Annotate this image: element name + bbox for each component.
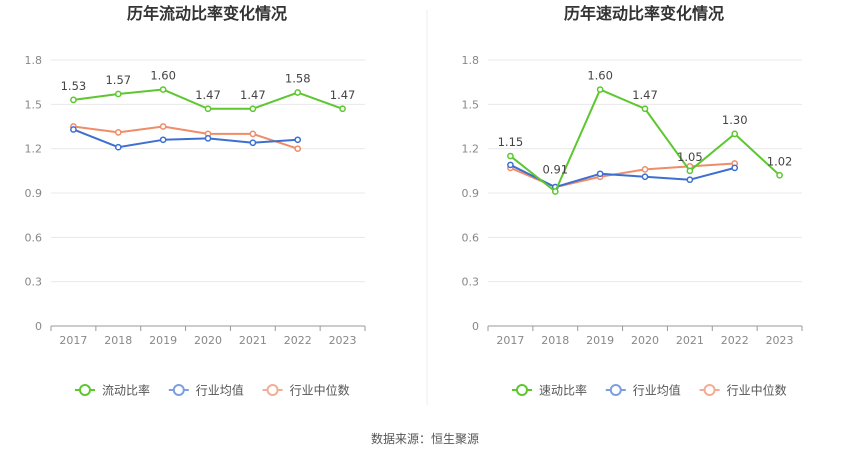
data-point-industry-avg[interactable] bbox=[249, 139, 257, 147]
legend-item-industry-avg[interactable]: 行业均值 bbox=[605, 383, 681, 398]
data-point-primary[interactable] bbox=[686, 167, 694, 175]
x-tick-label: 2020 bbox=[631, 334, 659, 347]
x-tick-label: 2017 bbox=[59, 334, 87, 347]
chart-title: 历年速动比率变化情况 bbox=[564, 4, 724, 23]
data-point-industry-median[interactable] bbox=[641, 166, 649, 173]
data-point-primary[interactable] bbox=[159, 86, 167, 93]
legend-item-industry-avg[interactable]: 行业均值 bbox=[168, 383, 244, 398]
data-point-industry-median[interactable] bbox=[114, 129, 122, 136]
legend-label: 行业均值 bbox=[633, 383, 681, 398]
data-label: 1.47 bbox=[195, 88, 221, 102]
data-point-industry-avg[interactable] bbox=[731, 164, 739, 172]
legend-label: 行业均值 bbox=[196, 383, 244, 398]
y-tick-label: 1.8 bbox=[25, 54, 43, 67]
data-point-industry-avg[interactable] bbox=[204, 134, 212, 142]
data-point-industry-avg[interactable] bbox=[70, 126, 77, 133]
y-tick-label: 0.6 bbox=[462, 231, 480, 244]
legend-label: 行业中位数 bbox=[727, 383, 787, 398]
legend-item-industry-median[interactable]: 行业中位数 bbox=[262, 383, 350, 398]
data-label: 1.58 bbox=[285, 72, 311, 86]
data-label: 0.91 bbox=[542, 163, 568, 177]
x-tick-label: 2023 bbox=[766, 334, 794, 347]
x-tick-label: 2022 bbox=[284, 334, 312, 347]
legend-label: 流动比率 bbox=[102, 383, 150, 398]
legend-marker bbox=[703, 384, 716, 396]
legend-marker bbox=[516, 384, 528, 396]
data-point-primary[interactable] bbox=[114, 90, 122, 98]
y-tick-label: 0 bbox=[472, 320, 479, 333]
y-tick-label: 0.9 bbox=[462, 187, 480, 200]
data-point-industry-avg[interactable] bbox=[596, 170, 604, 178]
data-point-primary[interactable] bbox=[70, 96, 77, 104]
y-tick-label: 0.3 bbox=[462, 276, 480, 289]
data-point-primary[interactable] bbox=[507, 152, 514, 160]
x-tick-label: 2019 bbox=[586, 334, 614, 347]
x-tick-label: 2023 bbox=[329, 334, 357, 347]
data-point-industry-avg[interactable] bbox=[294, 136, 302, 144]
y-tick-label: 1.8 bbox=[462, 54, 480, 67]
legend-item-primary[interactable]: 速动比率 bbox=[512, 383, 587, 398]
y-tick-label: 0.9 bbox=[25, 187, 43, 200]
y-tick-label: 1.5 bbox=[25, 98, 43, 111]
y-tick-label: 0 bbox=[35, 320, 42, 333]
data-point-industry-median[interactable] bbox=[249, 130, 257, 138]
data-label: 1.30 bbox=[722, 113, 748, 127]
y-tick-label: 1.2 bbox=[25, 143, 43, 156]
legend-marker bbox=[79, 384, 91, 396]
x-tick-label: 2021 bbox=[239, 334, 267, 347]
y-tick-label: 0.3 bbox=[25, 276, 43, 289]
data-point-primary[interactable] bbox=[339, 105, 346, 113]
data-point-primary[interactable] bbox=[204, 105, 212, 113]
series-line-industry-avg bbox=[509, 164, 735, 189]
legend-label: 行业中位数 bbox=[290, 383, 350, 398]
data-point-primary[interactable] bbox=[776, 171, 783, 179]
data-point-industry-avg[interactable] bbox=[114, 143, 122, 151]
data-label: 1.53 bbox=[61, 79, 87, 93]
legend-marker bbox=[172, 384, 185, 396]
y-tick-label: 1.5 bbox=[462, 98, 480, 111]
x-tick-label: 2018 bbox=[541, 334, 569, 347]
series-line-industry-median bbox=[73, 125, 299, 150]
x-tick-label: 2017 bbox=[496, 334, 524, 347]
x-tick-label: 2019 bbox=[149, 334, 177, 347]
data-label: 1.60 bbox=[150, 69, 176, 83]
data-point-industry-avg[interactable] bbox=[159, 136, 167, 144]
data-point-industry-avg[interactable] bbox=[641, 173, 649, 181]
legend-marker bbox=[609, 384, 622, 396]
data-point-primary[interactable] bbox=[596, 86, 604, 93]
legend-marker bbox=[266, 384, 279, 396]
data-point-industry-median[interactable] bbox=[159, 123, 167, 130]
data-label: 1.57 bbox=[105, 73, 131, 87]
quick-ratio-chart: 历年速动比率变化情况 0 0.3 0.6 0.9 1.2 1.5 1.8 2017 2018 201… bbox=[462, 4, 803, 398]
data-label: 1.60 bbox=[587, 69, 613, 83]
data-point-industry-avg[interactable] bbox=[507, 161, 514, 169]
y-tick-label: 0.6 bbox=[25, 231, 43, 244]
data-point-primary[interactable] bbox=[641, 105, 649, 113]
data-point-primary[interactable] bbox=[249, 105, 257, 113]
source-text: 数据来源：恒生聚源 bbox=[371, 431, 479, 446]
data-label: 1.15 bbox=[498, 135, 524, 149]
data-label: 1.47 bbox=[240, 88, 266, 102]
x-tick-label: 2021 bbox=[676, 334, 704, 347]
x-tick-label: 2020 bbox=[194, 334, 222, 347]
data-label: 1.47 bbox=[330, 88, 356, 102]
x-tick-label: 2022 bbox=[721, 334, 749, 347]
data-label: 1.47 bbox=[632, 88, 658, 102]
legend-item-industry-median[interactable]: 行业中位数 bbox=[699, 383, 787, 398]
y-tick-label: 1.2 bbox=[462, 143, 480, 156]
legend-item-primary[interactable]: 流动比率 bbox=[75, 383, 150, 398]
data-point-primary[interactable] bbox=[294, 89, 302, 96]
data-point-primary[interactable] bbox=[551, 188, 559, 195]
data-label: 1.05 bbox=[677, 150, 703, 164]
data-point-industry-median[interactable] bbox=[294, 145, 302, 153]
current-ratio-chart: 历年流动比率变化情况 0 0.3 0.6 0.9 1.2 1.5 1.8 2017 2018 201… bbox=[25, 4, 366, 398]
data-point-industry-avg[interactable] bbox=[686, 176, 694, 184]
chart-title: 历年流动比率变化情况 bbox=[127, 4, 287, 23]
legend-label: 速动比率 bbox=[539, 383, 587, 398]
x-tick-label: 2018 bbox=[104, 334, 132, 347]
data-point-primary[interactable] bbox=[731, 130, 739, 138]
series-line-industry-avg bbox=[73, 128, 298, 149]
data-label: 1.02 bbox=[767, 154, 793, 168]
